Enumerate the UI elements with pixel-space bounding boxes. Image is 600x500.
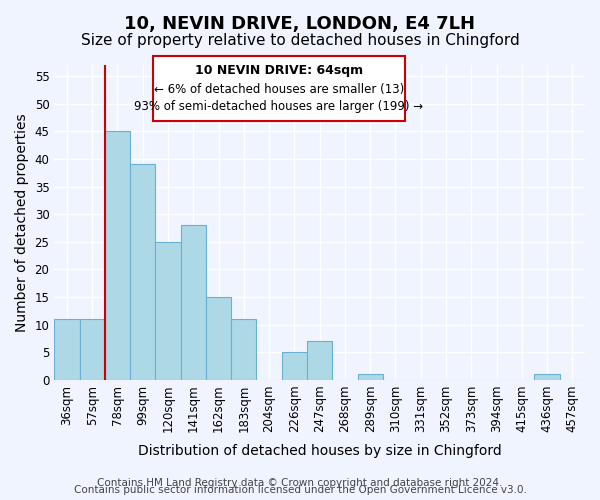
Bar [358,374,383,380]
Text: 93% of semi-detached houses are larger (199) →: 93% of semi-detached houses are larger (… [134,100,423,112]
Text: 10, NEVIN DRIVE, LONDON, E4 7LH: 10, NEVIN DRIVE, LONDON, E4 7LH [125,15,476,33]
Bar [155,242,181,380]
Text: Contains public sector information licensed under the Open Government Licence v3: Contains public sector information licen… [74,485,526,495]
Bar [307,341,332,380]
Bar [80,319,105,380]
Bar [282,352,307,380]
Text: ← 6% of detached houses are smaller (13): ← 6% of detached houses are smaller (13) [154,82,404,96]
Bar [105,132,130,380]
Bar [535,374,560,380]
Text: Contains HM Land Registry data © Crown copyright and database right 2024.: Contains HM Land Registry data © Crown c… [97,478,503,488]
Bar [206,297,231,380]
Text: 10 NEVIN DRIVE: 64sqm: 10 NEVIN DRIVE: 64sqm [194,64,363,76]
Text: Size of property relative to detached houses in Chingford: Size of property relative to detached ho… [80,32,520,48]
Y-axis label: Number of detached properties: Number of detached properties [15,113,29,332]
Bar [181,225,206,380]
Bar [231,319,256,380]
X-axis label: Distribution of detached houses by size in Chingford: Distribution of detached houses by size … [138,444,502,458]
Bar [54,319,80,380]
Bar [130,164,155,380]
